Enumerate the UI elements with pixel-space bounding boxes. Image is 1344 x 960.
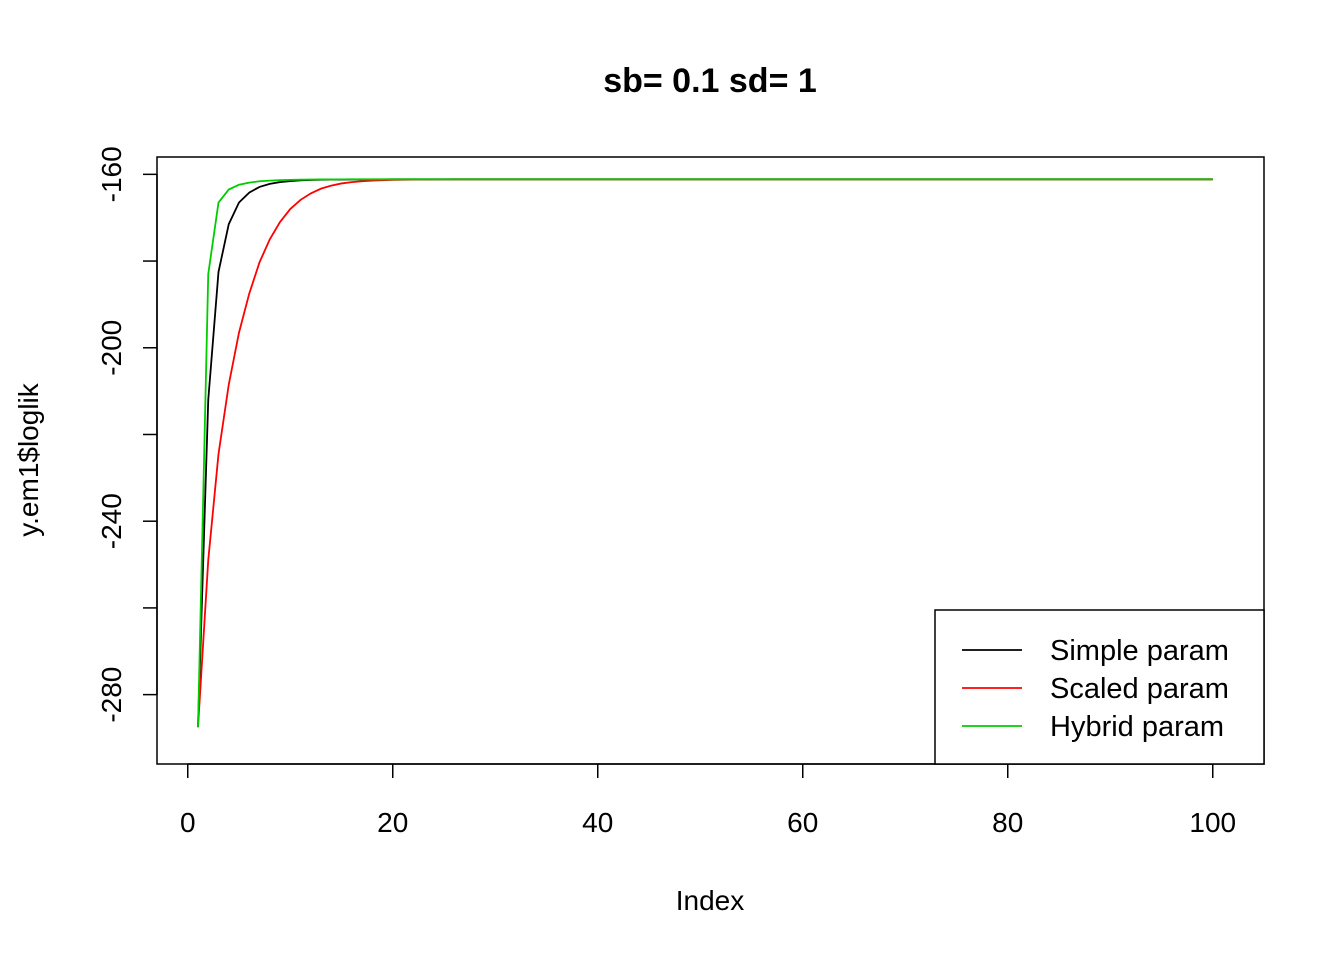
plot-lines: [197, 178, 1213, 728]
legend-items: Simple param Scaled param Hybrid param: [962, 635, 1229, 743]
y-tick-label: -160: [96, 146, 127, 202]
legend-box: [934, 609, 1265, 765]
y-tick-label: -280: [96, 667, 127, 723]
y-axis: -160 -200 -240 -280: [96, 146, 158, 723]
x-axis: 0 20 40 60 80 100: [180, 763, 1236, 838]
x-tick-label: 80: [992, 807, 1023, 838]
x-axis-label: Index: [676, 885, 745, 916]
x-tick-label: 100: [1189, 807, 1236, 838]
legend: Simple param Scaled param Hybrid param: [934, 609, 1265, 765]
x-tick-label: 20: [377, 807, 408, 838]
x-tick-label: 60: [787, 807, 818, 838]
chart-title: sb= 0.1 sd= 1: [603, 62, 817, 100]
y-tick-label: -240: [96, 493, 127, 549]
legend-label: Scaled param: [1050, 673, 1229, 705]
y-axis-label: y.em1$loglik: [13, 382, 44, 537]
legend-label: Simple param: [1050, 635, 1229, 667]
x-tick-label: 40: [582, 807, 613, 838]
x-tick-label: 0: [180, 807, 196, 838]
y-tick-label: -200: [96, 320, 127, 376]
series-line-hybrid-param: [197, 178, 1213, 728]
legend-label: Hybrid param: [1050, 711, 1224, 743]
